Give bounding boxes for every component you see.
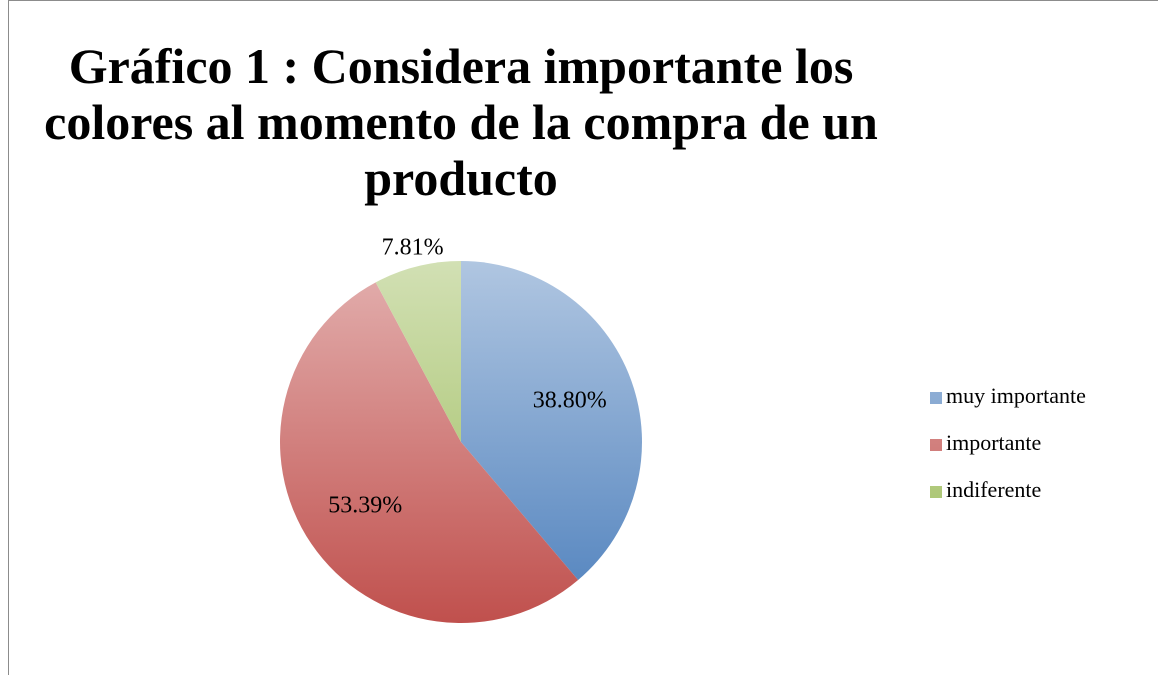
legend-swatch xyxy=(930,486,942,498)
data-label: 53.39% xyxy=(328,493,402,519)
legend-swatch xyxy=(930,392,942,404)
pie-slice xyxy=(280,282,579,623)
pie-slice xyxy=(461,261,642,581)
legend-swatch xyxy=(930,439,942,451)
chart-title: Gráfico 1 : Considera importante los col… xyxy=(44,38,878,206)
chart-frame xyxy=(8,0,1158,675)
data-label: 38.80% xyxy=(533,388,607,414)
legend-label: importante xyxy=(946,430,1041,455)
data-label: 7.81% xyxy=(382,234,444,260)
legend-label: indiferente xyxy=(946,477,1041,502)
pie-slice xyxy=(375,261,461,442)
legend-label: muy importante xyxy=(946,383,1086,408)
